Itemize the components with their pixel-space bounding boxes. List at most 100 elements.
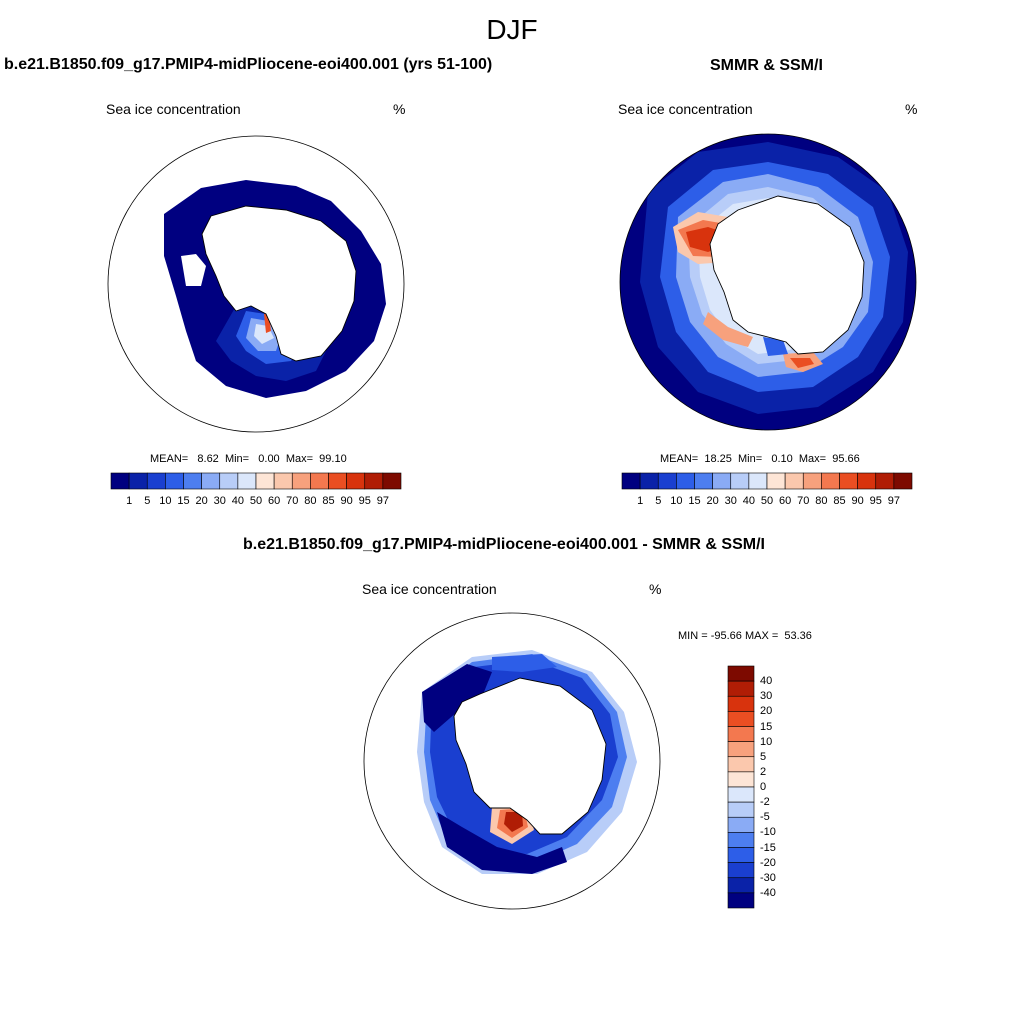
- panel-2-colorbar-swatch: [730, 472, 750, 490]
- panel-1-title: b.e21.B1850.f09_g17.PMIP4-midPliocene-eo…: [4, 56, 493, 73]
- panel-3-colorbar-swatch: [727, 786, 755, 803]
- panel-1-colorbar-swatch: [310, 472, 329, 490]
- panel-3-variable: Sea ice concentration: [362, 581, 497, 597]
- panel-1-colorbar-tick-label: 10: [159, 495, 172, 507]
- panel-2-colorbar-swatch: [657, 472, 677, 490]
- panel-2-colorbar-swatch: [694, 472, 713, 490]
- panel-3-colorbar-tick-label: 15: [760, 720, 773, 733]
- panel-1-colorbar-tick-label: 95: [358, 495, 371, 507]
- panel-3-colorbar-tick-label: -30: [760, 871, 776, 884]
- panel-2-colorbar-tick-label: 1: [637, 495, 644, 507]
- panel-3-colorbar-swatch: [727, 680, 755, 697]
- panel-1-colorbar-swatch: [291, 472, 311, 490]
- panel-2-colorbar-tick-label: 60: [779, 495, 792, 507]
- panel-2-colorbar-swatch: [821, 472, 840, 490]
- panel-3-colorbar-swatch: [727, 816, 755, 833]
- panel-3-colorbar-swatch: [727, 862, 755, 879]
- panel-1-colorbar-swatch: [146, 472, 166, 490]
- panel-1-colorbar-swatch: [128, 472, 148, 490]
- panel-3-stats: MIN = -95.66 MAX = 53.36: [678, 630, 812, 642]
- panel-2-colorbar-tick-label: 70: [797, 495, 810, 507]
- panel-1-colorbar-swatch: [201, 472, 221, 490]
- panel-3-colorbar-swatch: [727, 726, 755, 742]
- panel-2-colorbar-swatch: [802, 472, 822, 490]
- panel-1-colorbar-tick-label: 40: [231, 495, 244, 507]
- antarctica-outline: [201, 205, 357, 362]
- panel-1-colorbar-tick-label: 70: [286, 495, 299, 507]
- panel-3-colorbar-tick-label: 0: [760, 781, 767, 793]
- panel-2-colorbar-swatch: [639, 472, 659, 490]
- season-title: DJF: [486, 14, 538, 45]
- panel-2-colorbar-tick-label: 85: [833, 495, 846, 507]
- panel-2-colorbar-tick-label: 5: [655, 495, 662, 507]
- panel-1-colorbar-swatch: [273, 472, 293, 490]
- panel-2-colorbar-swatch: [748, 472, 768, 490]
- panel-1-colorbar-swatch: [165, 472, 184, 490]
- panel-1-map-border: [107, 135, 405, 433]
- panel-2-map-border: [619, 133, 917, 431]
- panel-1-colorbar-tick-label: 90: [340, 495, 353, 507]
- panel-3-colorbar-labels: 40 30 20 15 10 5 2 0 -2 -5 -10 -15 -20 -30 -40: [760, 666, 800, 908]
- panel-1-map: [107, 135, 405, 433]
- panel-2-colorbar: [621, 472, 913, 490]
- panel-1-units: %: [393, 101, 406, 117]
- panel-3-ice-field: [417, 650, 637, 874]
- panel-2-colorbar-tick-label: 15: [688, 495, 701, 507]
- panel-3-colorbar-tick-label: -5: [760, 811, 770, 824]
- panel-3-colorbar-swatch: [727, 847, 755, 863]
- panel-2-colorbar-swatch: [839, 472, 858, 490]
- panel-2-variable: Sea ice concentration: [618, 101, 753, 117]
- panel-1-colorbar-tick-label: 97: [376, 495, 389, 507]
- panel-1-colorbar-tick-label: 50: [249, 495, 263, 507]
- panel-3-colorbar-tick-label: 40: [760, 675, 773, 688]
- panel-3-map-border: [363, 612, 661, 910]
- panel-1-colorbar-swatch: [237, 472, 257, 490]
- panel-2-colorbar-swatch: [621, 472, 641, 490]
- panel-1-colorbar-swatch: [382, 472, 402, 490]
- panel-2-colorbar-tick-label: 20: [706, 495, 719, 507]
- panel-3-colorbar-swatch: [727, 832, 755, 848]
- panel-1-colorbar-swatch: [328, 472, 347, 490]
- panel-3-colorbar-tick-label: -2: [760, 796, 770, 809]
- panel-3-colorbar-swatch: [727, 892, 755, 909]
- panel-3-colorbar-swatch: [727, 665, 755, 682]
- panel-2-ice-field: [620, 134, 916, 430]
- panel-3-colorbar-swatch: [727, 695, 755, 712]
- panel-2-units: %: [905, 101, 918, 117]
- panel-2-colorbar-tick-label: 30: [724, 495, 737, 507]
- panel-3-colorbar-tick-label: 20: [760, 705, 773, 718]
- panel-3-colorbar-tick-label: -40: [760, 886, 776, 899]
- panel-3-colorbar-tick-label: 2: [760, 765, 767, 778]
- panel-2-colorbar-swatch: [857, 472, 877, 490]
- antarctica-outline: [453, 677, 607, 835]
- panel-3-title: b.e21.B1850.f09_g17.PMIP4-midPliocene-eo…: [243, 536, 765, 553]
- panel-3-colorbar-swatch: [727, 711, 755, 727]
- panel-1-colorbar: [110, 472, 402, 490]
- panel-2-colorbar-swatch: [676, 472, 695, 490]
- panel-1-ice-field: [164, 180, 386, 398]
- panel-1-colorbar-labels: 1 5 10 15 20 30 40 50 60 70 80 85 90 95 97: [111, 495, 401, 509]
- panel-3-colorbar-swatch: [727, 756, 755, 773]
- panel-1-colorbar-tick-label: 1: [126, 495, 133, 507]
- panel-2-colorbar-tick-label: 10: [670, 495, 683, 507]
- panel-2-colorbar-tick-label: 50: [760, 495, 774, 507]
- panel-3-colorbar-swatch: [727, 877, 755, 894]
- panel-2-colorbar-tick-label: 90: [851, 495, 864, 507]
- panel-3-units: %: [649, 581, 662, 597]
- panel-3-colorbar-swatch: [727, 801, 755, 818]
- panel-2-colorbar-labels: 1 5 10 15 20 30 40 50 60 70 80 85 90 95 97: [622, 495, 912, 509]
- panel-1-colorbar-tick-label: 60: [268, 495, 281, 507]
- panel-1-colorbar-swatch: [255, 472, 275, 490]
- panel-2-map: [619, 133, 917, 431]
- panel-1-colorbar-tick-label: 85: [322, 495, 335, 507]
- panel-3-colorbar-tick-label: 5: [760, 750, 767, 763]
- panel-1-colorbar-tick-label: 80: [304, 495, 317, 507]
- panel-2-colorbar-tick-label: 95: [869, 495, 882, 507]
- panel-3-colorbar-tick-label: -20: [760, 856, 776, 869]
- panel-2-colorbar-tick-label: 97: [887, 495, 900, 507]
- panel-3-colorbar-swatch: [727, 771, 755, 788]
- panel-1-variable: Sea ice concentration: [106, 101, 241, 117]
- panel-3-colorbar-swatch: [727, 741, 755, 758]
- panel-1-stats: MEAN= 8.62 Min= 0.00 Max= 99.10: [150, 453, 347, 465]
- panel-1-colorbar-tick-label: 20: [195, 495, 208, 507]
